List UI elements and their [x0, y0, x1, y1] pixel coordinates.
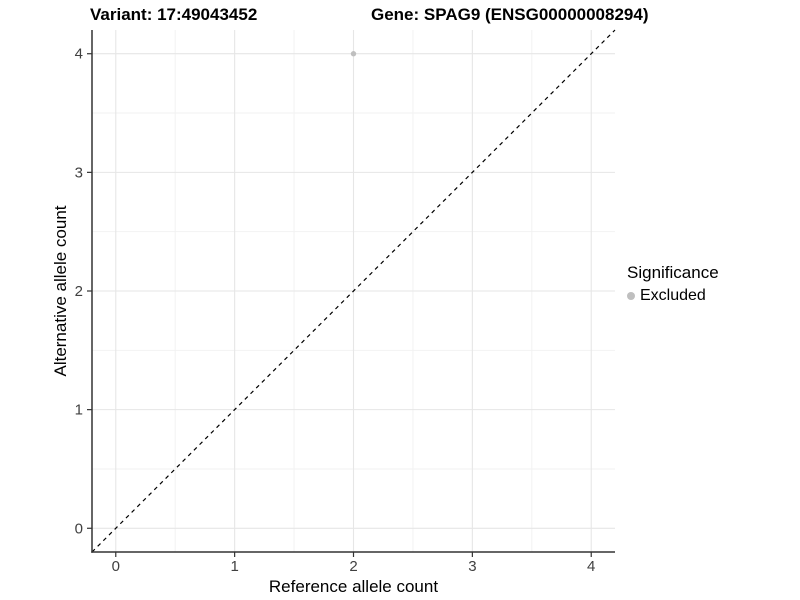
y-tick-label: 0 — [75, 520, 83, 537]
legend-title: Significance — [627, 263, 719, 282]
x-tick-label: 4 — [587, 558, 595, 575]
x-tick-label: 2 — [349, 558, 357, 575]
x-tick-label: 0 — [112, 558, 120, 575]
legend-item-label: Excluded — [640, 287, 706, 304]
x-tick-label: 1 — [230, 558, 238, 575]
legend-item-excluded: Excluded — [627, 287, 719, 305]
y-tick-label: 1 — [75, 402, 83, 419]
y-tick-label: 4 — [75, 46, 83, 63]
x-tick-label: 3 — [468, 558, 476, 575]
data-point — [350, 51, 357, 57]
y-tick-label: 3 — [75, 164, 83, 181]
legend: Significance Excluded — [627, 263, 719, 305]
variant-title: Variant: 17:49043452 — [90, 5, 258, 24]
y-tick-label: 2 — [75, 283, 83, 300]
y-axis-title: Alternative allele count — [51, 205, 70, 377]
gene-title: Gene: SPAG9 (ENSG00000008294) — [371, 5, 649, 24]
legend-point-icon — [627, 292, 635, 300]
x-axis-title: Reference allele count — [268, 577, 439, 596]
identity-line — [91, 29, 616, 553]
